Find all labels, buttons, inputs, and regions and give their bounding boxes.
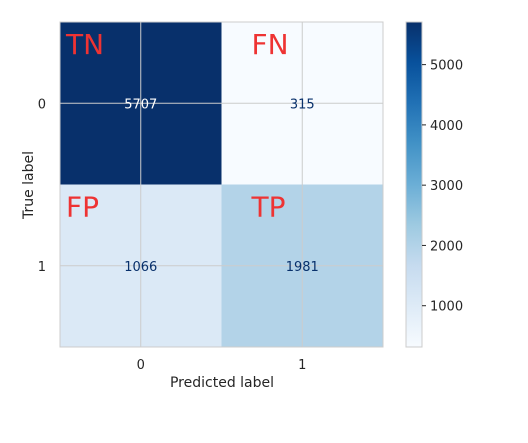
annotation-fn: FN xyxy=(252,28,289,61)
grid-lines xyxy=(60,22,383,347)
colorbar xyxy=(405,21,423,348)
y-tick-labels: 01 xyxy=(38,97,46,275)
colorbar-tick-label: 1000 xyxy=(430,300,463,315)
cell-value-labels: 5707 315 1066 1981 xyxy=(124,97,319,275)
y-tick-label: 0 xyxy=(38,97,46,112)
plot-frame xyxy=(59,21,384,348)
colorbar-tick-label: 3000 xyxy=(430,179,463,194)
colorbar-tick-label: 2000 xyxy=(430,239,463,254)
x-axis-label: Predicted label xyxy=(170,375,274,391)
y-axis-label: True label xyxy=(21,151,37,220)
x-tick-label: 0 xyxy=(137,358,145,373)
cell-value-1-0: 1066 xyxy=(124,260,157,275)
x-tick-label: 1 xyxy=(298,358,306,373)
colorbar-tick-label: 5000 xyxy=(430,59,463,74)
cell-value-1-1: 1981 xyxy=(286,260,319,275)
colorbar-ticks: 1000 2000 3000 4000 5000 xyxy=(422,59,463,315)
annotation-tp: TP xyxy=(251,191,286,224)
cell-value-0-1: 315 xyxy=(290,97,315,112)
colorbar-tick-label: 4000 xyxy=(430,119,463,134)
y-tick-label: 1 xyxy=(38,260,46,275)
heatmap-cells xyxy=(60,22,383,347)
cell-value-0-0: 5707 xyxy=(124,97,157,112)
annotation-tn: TN xyxy=(65,28,104,61)
annotation-fp: FP xyxy=(66,191,99,224)
corner-annotations: TN FN FP TP xyxy=(65,28,289,224)
